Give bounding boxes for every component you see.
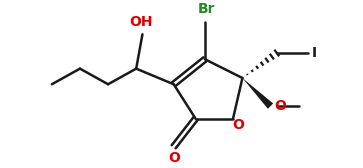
Text: Br: Br — [198, 3, 215, 16]
Text: O: O — [168, 151, 180, 165]
Text: O: O — [274, 98, 286, 113]
Text: OH: OH — [129, 15, 152, 29]
Polygon shape — [242, 78, 273, 109]
Text: I: I — [312, 46, 317, 60]
Text: O: O — [232, 118, 244, 133]
